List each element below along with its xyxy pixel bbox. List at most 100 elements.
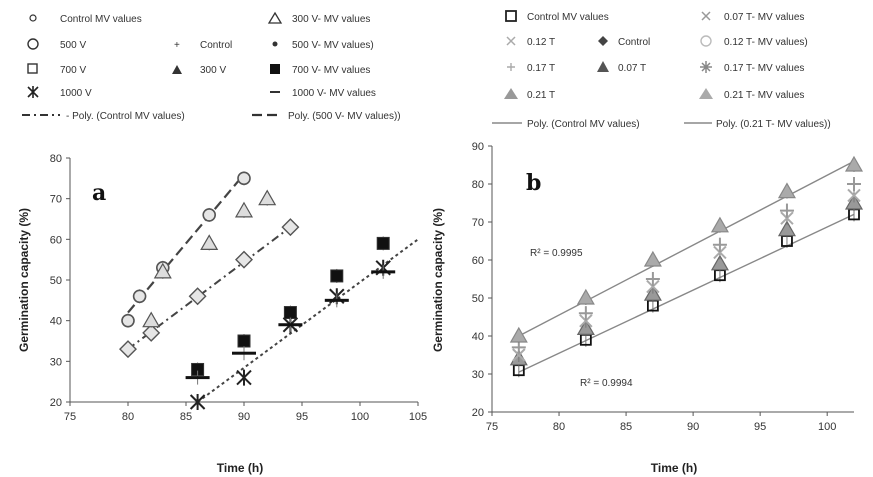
marks-a — [119, 171, 396, 410]
trendline-b-0 — [518, 213, 855, 373]
legend-b-entry-9: 0.21 T- MV values — [699, 88, 804, 101]
legend-a-label-0: Control MV values — [60, 14, 142, 25]
point-b-4-4 — [777, 182, 796, 199]
y-tick-label-a-6: 80 — [50, 153, 62, 165]
legend-b-marker-8 — [504, 88, 518, 99]
legend-b-label-7: 0.17 T- MV values — [724, 63, 804, 74]
y-tick-label-b-0: 20 — [472, 407, 484, 419]
point-b-2-2 — [646, 279, 660, 294]
legend-b-marker-4 — [700, 35, 712, 47]
point-a-3-1 — [237, 334, 251, 348]
point-b-2-5 — [847, 188, 861, 203]
x-tick-label-a-6: 105 — [409, 411, 427, 423]
legend-b-entry-3: Control — [598, 36, 650, 48]
point-a-1-0 — [121, 313, 135, 328]
point-a-5-2 — [278, 323, 303, 327]
legend-a-entry-10: - Poly. (Control MV values) — [22, 111, 185, 122]
point-b-2-4 — [780, 211, 794, 225]
x-tick-label-b-5: 100 — [818, 421, 836, 433]
legend-b: Control MV values 0.07 T- MV values 0.12… — [492, 10, 831, 130]
legend-b-marker-7 — [700, 61, 712, 73]
point-a-0-1 — [142, 323, 161, 342]
x-axis-label-a: Time (h) — [217, 461, 263, 475]
legend-a-entry-3: + Control — [174, 40, 232, 51]
legend-b-entry-0: Control MV values — [505, 10, 609, 23]
point-a-2-3 — [234, 201, 254, 218]
point-b-4-3 — [710, 216, 729, 233]
point-a-2-4 — [258, 189, 277, 206]
point-a-5-3 — [324, 298, 349, 302]
legend-b-marker-6 — [597, 61, 609, 72]
legend-a-label-2: 500 V — [60, 40, 86, 51]
y-tick-label-a-5: 70 — [50, 194, 62, 206]
point-a-0-3 — [235, 250, 253, 269]
legend-a-marker-5 — [27, 63, 38, 74]
legend-b-label-8: 0.21 T — [527, 90, 555, 101]
x-tick-label-b-1: 80 — [553, 421, 565, 433]
legend-a-label-9: 1000 V- MV values — [292, 88, 376, 99]
legend-b-marker-3 — [598, 36, 608, 46]
point-b-4-2 — [643, 250, 662, 267]
point-a-4-0 — [189, 394, 206, 410]
trendlines-a — [127, 173, 419, 403]
x-tick-label-a-5: 100 — [351, 411, 369, 423]
point-a-3-3 — [330, 269, 344, 283]
legend-a-marker-7 — [270, 64, 280, 74]
legend-a-entry-7: 700 V- MV values — [270, 64, 370, 76]
legend-b-entry-5: 0.17 T — [507, 63, 555, 74]
x-tick-label-a-1: 80 — [122, 411, 134, 423]
point-a-2-1 — [153, 262, 172, 279]
legend-a-label-1: 300 V- MV values — [292, 14, 370, 25]
point-a-2-2 — [200, 234, 219, 250]
point-a-4-1 — [236, 369, 252, 386]
point-b-2-3 — [713, 245, 727, 260]
point-a-0-4 — [281, 218, 300, 237]
legend-b-entry-11: Poly. (0.21 T- MV values)) — [684, 119, 831, 130]
legend-a-entry-11: Poly. (500 V- MV values)) — [252, 111, 401, 122]
legend-a-label-6: 300 V — [200, 65, 226, 76]
legend-b-marker-9 — [699, 88, 713, 99]
r-squared-0994: R² = 0.9994 — [580, 378, 633, 389]
legend-a-marker-2 — [27, 38, 39, 50]
legend-a-entry-8: 1000 V — [27, 86, 92, 99]
point-b-2-0 — [512, 348, 526, 362]
point-b-3-1 — [578, 306, 593, 321]
legend-a-marker-0 — [29, 14, 37, 22]
y-tick-label-a-1: 30 — [50, 356, 62, 368]
x-tick-label-a-3: 90 — [238, 411, 250, 423]
legend-b-label-3: Control — [618, 37, 650, 48]
y-tick-label-b-3: 50 — [472, 293, 484, 305]
legend-a-label-11: Poly. (500 V- MV values)) — [288, 111, 401, 122]
y-tick-label-b-4: 60 — [472, 255, 484, 267]
point-b-3-3 — [712, 237, 727, 252]
legend-a-label-4: 500 V- MV values) — [292, 40, 374, 51]
legend-b-entry-2: 0.12 T — [506, 36, 555, 48]
point-b-3-4 — [779, 203, 794, 218]
ticks-b: 75 80 85 90 95 100 20 30 40 50 60 70 80 90 — [472, 141, 837, 433]
legend-a-label-10: - Poly. (Control MV values) — [66, 111, 185, 122]
point-a-0-2 — [188, 287, 207, 306]
legend-a-marker-8 — [27, 86, 39, 98]
y-tick-label-b-7: 90 — [472, 141, 484, 153]
legend-a-entry-0: Control MV values — [29, 14, 142, 25]
legend-b-entry-4: 0.12 T- MV values) — [700, 35, 808, 48]
legend-a-marker-6 — [172, 65, 182, 74]
legend-a-entry-5: 700 V — [27, 63, 86, 76]
y-tick-label-a-3: 50 — [50, 275, 62, 287]
point-a-3-4 — [376, 236, 390, 250]
legend-b-label-10: Poly. (Control MV values) — [527, 119, 640, 130]
legend-b-entry-10: Poly. (Control MV values) — [492, 119, 640, 130]
legend-a-label-8: 1000 V — [60, 88, 92, 99]
legend-b-entry-8: 0.21 T — [504, 88, 555, 101]
y-tick-label-b-5: 70 — [472, 217, 484, 229]
y-tick-label-a-0: 20 — [50, 397, 62, 409]
point-b-4-5 — [844, 155, 864, 172]
x-tick-label-a-4: 95 — [296, 411, 308, 423]
y-tick-label-a-2: 40 — [50, 316, 62, 328]
legend-a-marker-1 — [267, 11, 283, 24]
legend-a-entry-1: 300 V- MV values — [267, 11, 370, 25]
legend-b-label-2: 0.12 T — [527, 37, 555, 48]
point-b-4-0 — [509, 326, 528, 343]
panel-label-b: b — [526, 170, 541, 196]
legend-a-entry-2: 500 V — [27, 38, 86, 51]
